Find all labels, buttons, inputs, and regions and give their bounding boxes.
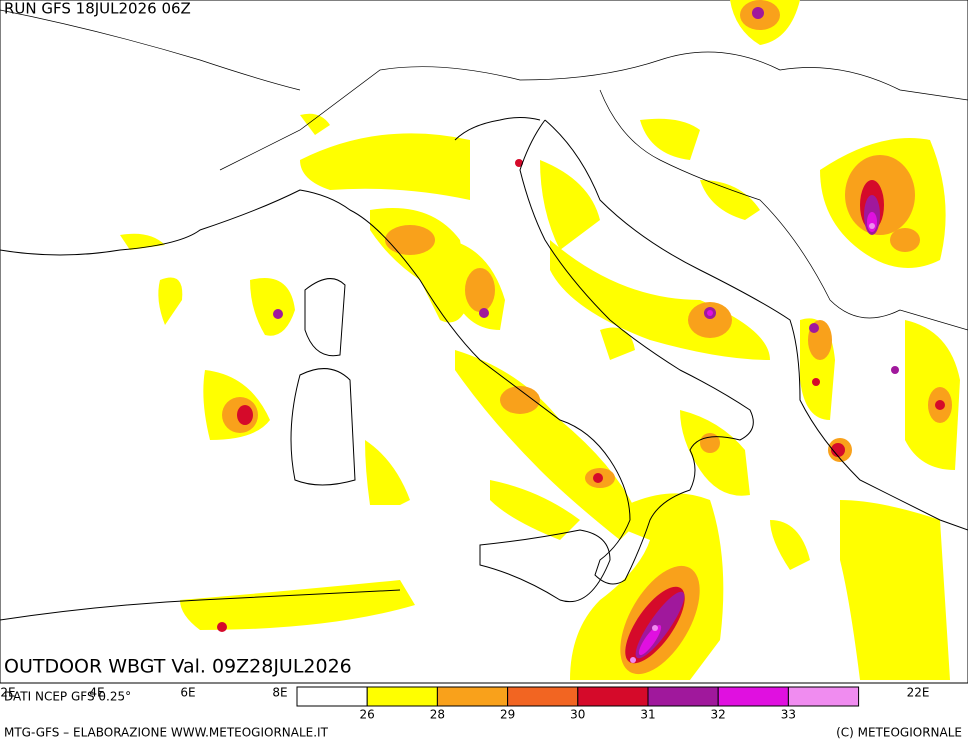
legend-swatch [436, 686, 509, 707]
legend-swatch [507, 686, 579, 707]
longitude-label: 8E [272, 686, 287, 700]
legend-swatch [577, 686, 649, 707]
longitude-labels: 2E 4E 6E 8E 22E [0, 686, 929, 700]
legend-swatch [366, 686, 438, 707]
legend-swatch [717, 686, 789, 707]
longitude-label: 2E [0, 686, 15, 700]
color-legend: 26 28 29 30 31 32 33 [296, 686, 860, 722]
footer-right: (C) METEOGIORNALE [836, 726, 962, 740]
longitude-label: 4E [89, 686, 104, 700]
legend-swatch [787, 686, 860, 707]
legend-swatch [296, 686, 368, 707]
run-label: RUN GFS 18JUL2026 06Z [4, 0, 191, 18]
legend-tick-label: 32 [711, 708, 726, 722]
legend-tick-label: 31 [640, 708, 655, 722]
heat-areas [120, 0, 960, 680]
longitude-label: 6E [180, 686, 195, 700]
footer-left: MTG-GFS – ELABORAZIONE WWW.METEOGIORNALE… [4, 726, 329, 740]
data-source: DATI NCEP GFS 0.25° [4, 690, 131, 704]
borders [0, 9, 968, 331]
field-title: OUTDOOR WBGT Val. 09Z28JUL2026 [4, 656, 352, 678]
legend-tick-label: 29 [500, 708, 515, 722]
coastlines [0, 117, 968, 621]
legend-swatch [647, 686, 719, 707]
legend-tick-label: 30 [570, 708, 585, 722]
legend-tick-label: 26 [360, 708, 375, 722]
legend-tick-label: 33 [781, 708, 796, 722]
longitude-label: 22E [907, 686, 930, 700]
legend-tick-label: 28 [430, 708, 445, 722]
